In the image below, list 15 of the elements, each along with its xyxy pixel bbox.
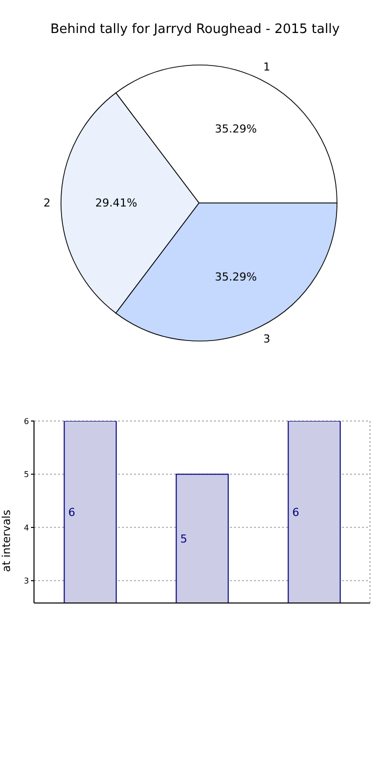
y-tick-label: 4 xyxy=(24,523,29,532)
data-label: 35.29% xyxy=(214,270,257,284)
data-label: 6 xyxy=(68,506,76,519)
y-tick-label: 3 xyxy=(24,576,29,586)
data-label: 5 xyxy=(180,532,188,546)
chart-title: Behind tally for Jarryd Roughead - 2015 tally xyxy=(49,22,341,37)
slice-label: 2 xyxy=(44,196,50,210)
y-axis-title: at intervals xyxy=(0,510,13,572)
data-label: 29.41% xyxy=(95,196,138,210)
data-label: 6 xyxy=(292,506,300,519)
data-label: 35.29% xyxy=(214,122,257,136)
y-tick-label: 5 xyxy=(24,470,29,480)
slice-label: 1 xyxy=(263,60,270,74)
slice-label: 3 xyxy=(263,332,270,346)
y-tick-label: 6 xyxy=(24,416,29,426)
